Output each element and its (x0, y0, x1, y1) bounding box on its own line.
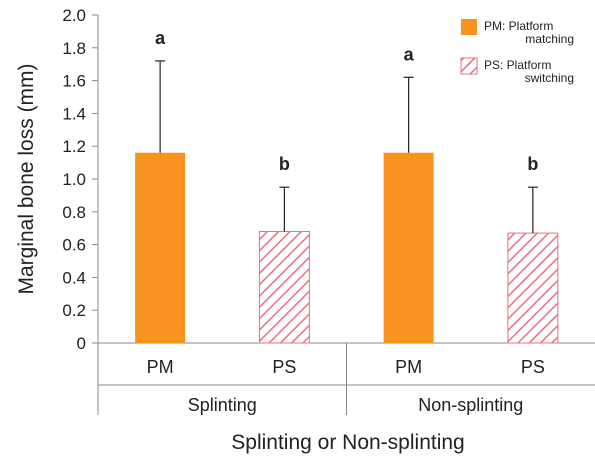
y-tick-label: 1.4 (62, 104, 86, 123)
group-label: Non-splinting (418, 395, 523, 415)
y-tick-label: 1.6 (62, 72, 86, 91)
y-tick-label: 1.0 (62, 170, 86, 189)
y-tick-label: 0.6 (62, 236, 86, 255)
legend-label-line2: switching (525, 71, 574, 85)
legend-swatch-ps (460, 57, 478, 75)
y-tick-label: 0.8 (62, 203, 86, 222)
group-label: Splinting (188, 395, 257, 415)
y-tick-label: 0.2 (62, 301, 86, 320)
y-tick-label: 1.2 (62, 137, 86, 156)
x-axis-title: Splinting or Non-splinting (231, 431, 464, 454)
significance-letter: b (279, 154, 290, 174)
plot-area: 0 0.2 0.4 0.6 0.8 1.0 1.2 1.4 1.6 1.8 2.0 a PM b PS a PM… (62, 6, 595, 415)
y-tick-label: 1.8 (62, 39, 86, 58)
significance-letter: b (527, 154, 538, 174)
y-tick-label: 0 (77, 334, 86, 353)
legend-label-line1: PM: Platform (484, 19, 553, 33)
significance-letter: a (404, 44, 415, 64)
y-tick-label: 0.4 (62, 268, 86, 287)
y-tick-label: 2.0 (62, 6, 86, 25)
legend-label-line1: PS: Platform (484, 58, 551, 72)
significance-letter: a (155, 28, 166, 48)
bar-ps-splinting (258, 230, 310, 344)
bar-pm-splinting (135, 152, 186, 343)
category-label: PM (395, 357, 422, 377)
category-label: PM (147, 357, 174, 377)
category-label: PS (521, 357, 545, 377)
y-axis-title: Marginal bone loss (mm) (15, 63, 38, 294)
bar-ps-non-splinting (507, 232, 559, 344)
bar-pm-non-splinting (383, 152, 434, 343)
category-label: PS (272, 357, 296, 377)
legend-swatch-pm (461, 19, 477, 35)
legend-label-line2: matching (525, 32, 574, 46)
